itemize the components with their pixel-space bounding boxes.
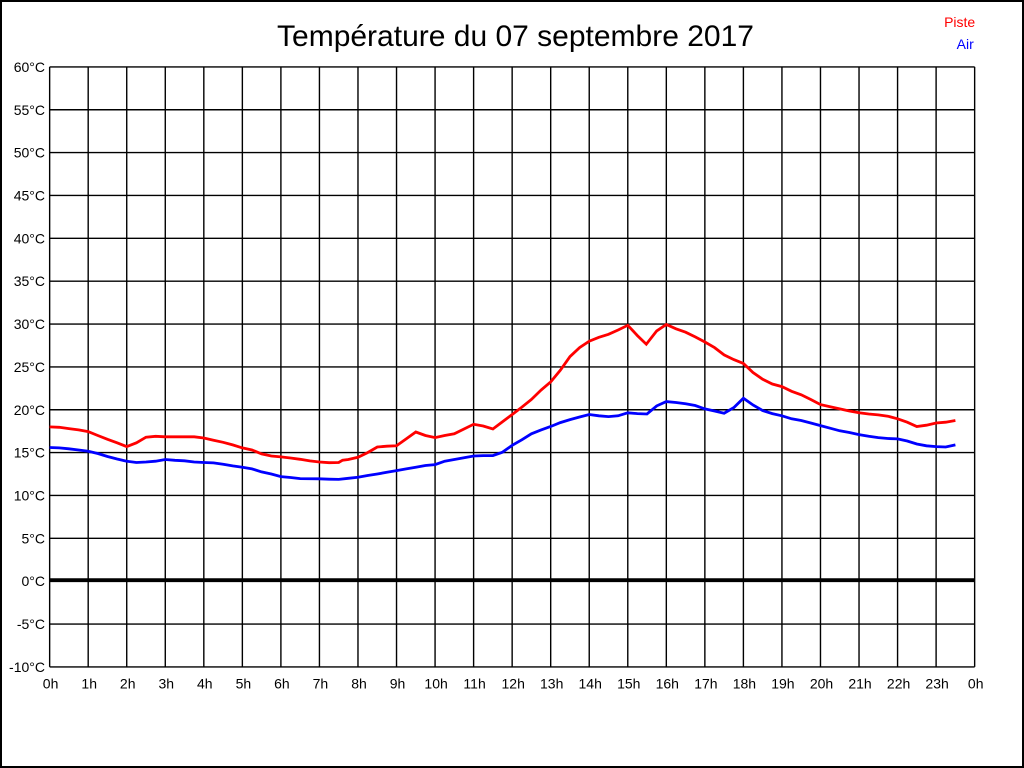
svg-text:40°C: 40°C: [14, 230, 45, 246]
svg-text:20°C: 20°C: [14, 402, 45, 418]
svg-text:0h: 0h: [968, 676, 984, 692]
svg-text:4h: 4h: [197, 676, 213, 692]
svg-text:5h: 5h: [236, 676, 252, 692]
svg-text:35°C: 35°C: [14, 273, 45, 289]
svg-text:55°C: 55°C: [14, 102, 45, 118]
svg-text:21h: 21h: [848, 676, 871, 692]
svg-text:15°C: 15°C: [14, 445, 45, 461]
svg-text:6h: 6h: [274, 676, 290, 692]
svg-text:60°C: 60°C: [14, 59, 45, 75]
svg-text:Température du 07 septembre 20: Température du 07 septembre 2017: [277, 20, 754, 53]
svg-text:45°C: 45°C: [14, 188, 45, 204]
svg-text:14h: 14h: [579, 676, 602, 692]
svg-text:0°C: 0°C: [22, 573, 46, 589]
svg-text:16h: 16h: [656, 676, 679, 692]
svg-text:10h: 10h: [424, 676, 447, 692]
svg-text:15h: 15h: [617, 676, 640, 692]
svg-text:9h: 9h: [390, 676, 406, 692]
svg-text:23h: 23h: [925, 676, 948, 692]
svg-text:19h: 19h: [771, 676, 794, 692]
svg-text:50°C: 50°C: [14, 145, 45, 161]
svg-text:20h: 20h: [810, 676, 833, 692]
svg-text:30°C: 30°C: [14, 316, 45, 332]
svg-text:-5°C: -5°C: [17, 616, 45, 632]
svg-text:25°C: 25°C: [14, 359, 45, 375]
svg-text:Piste: Piste: [944, 14, 975, 30]
svg-text:7h: 7h: [313, 676, 329, 692]
svg-text:1h: 1h: [81, 676, 97, 692]
svg-text:10°C: 10°C: [14, 488, 45, 504]
svg-text:8h: 8h: [351, 676, 367, 692]
svg-text:22h: 22h: [887, 676, 910, 692]
svg-text:3h: 3h: [159, 676, 175, 692]
svg-text:18h: 18h: [733, 676, 756, 692]
svg-text:5°C: 5°C: [22, 530, 46, 546]
svg-text:-10°C: -10°C: [9, 659, 45, 675]
svg-text:11h: 11h: [463, 676, 485, 692]
svg-text:17h: 17h: [694, 676, 717, 692]
svg-text:0h: 0h: [43, 676, 59, 692]
svg-text:13h: 13h: [540, 676, 563, 692]
svg-text:12h: 12h: [502, 676, 525, 692]
svg-text:2h: 2h: [120, 676, 136, 692]
svg-text:Air: Air: [957, 36, 974, 52]
